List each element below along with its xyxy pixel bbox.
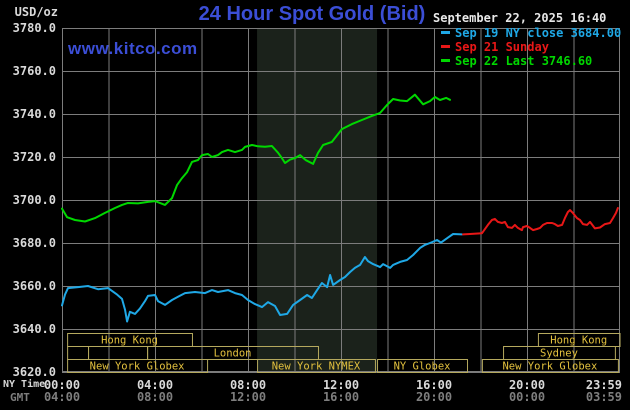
legend-dash-icon (441, 31, 450, 34)
legend-item-sep22: Sep 22 Last 3746.60 (441, 54, 621, 68)
session-label: NY Globex (394, 361, 451, 373)
x-tick-gmt: 04:00 (44, 390, 80, 404)
legend-label: Sep 22 Last 3746.60 (455, 54, 593, 68)
series-line-sep-19-ny-close (61, 233, 463, 323)
x-tick-ny-time: 20:00 (509, 378, 545, 392)
chart-title: 24 Hour Spot Gold (Bid) (198, 3, 426, 25)
session-box (377, 359, 469, 373)
x-tick-gmt: 20:00 (416, 390, 452, 404)
ny-time-axis-label: NY Time (3, 379, 46, 390)
y-tick-label: 3640.0 (13, 322, 56, 336)
x-tick-gmt: 03:59 (586, 390, 622, 404)
x-tick-ny-time: 04:00 (137, 378, 173, 392)
session-label: Hong Kong (101, 335, 158, 347)
x-tick-ny-time: 08:00 (230, 378, 266, 392)
gmt-axis-label: GMT (10, 391, 30, 404)
y-tick-label: 3740.0 (13, 107, 56, 121)
legend-label: Sep 19 NY close 3684.00 (455, 26, 622, 40)
session-box (67, 359, 209, 373)
x-tick-ny-time: 16:00 (416, 378, 452, 392)
y-tick-label: 3700.0 (13, 193, 56, 207)
y-axis-unit-label: USD/oz (14, 5, 58, 19)
y-tick-label: 3680.0 (13, 236, 56, 250)
y-tick-label: 3760.0 (13, 64, 56, 78)
session-box (257, 359, 376, 373)
chart-datetime: September 22, 2025 16:40 (433, 11, 607, 25)
y-tick-label: 3620.0 (13, 365, 56, 379)
legend-dash-icon (441, 45, 450, 48)
y-tick-label: 3660.0 (13, 279, 56, 293)
series-line-sep-22-last (61, 93, 451, 223)
session-box (67, 346, 90, 360)
session-label: New York Globex (90, 361, 185, 373)
x-tick-ny-time: 12:00 (323, 378, 359, 392)
legend-label: Sep 21 Sunday (455, 40, 549, 54)
plot-border (62, 28, 620, 372)
legend: Sep 19 NY close 3684.00 Sep 21 Sunday Se… (441, 26, 621, 68)
x-tick-gmt: 12:00 (230, 390, 266, 404)
session-label: London (214, 348, 252, 360)
session-label: Sydney (540, 348, 578, 360)
session-label: Hong Kong (550, 335, 607, 347)
series-line-sep-21-sunday (462, 207, 619, 236)
legend-item-sep19: Sep 19 NY close 3684.00 (441, 26, 621, 40)
session-label: New York Globex (502, 361, 597, 373)
x-tick-ny-time: 00:00 (44, 378, 80, 392)
x-tick-gmt: 08:00 (137, 390, 173, 404)
y-tick-label: 3780.0 (13, 21, 56, 35)
legend-dash-icon (441, 59, 450, 62)
x-tick-gmt: 00:00 (509, 390, 545, 404)
session-box (88, 346, 149, 360)
session-box (147, 346, 319, 360)
kitco-watermark-link[interactable]: www.kitco.com (68, 39, 198, 58)
x-tick-ny-time: 23:59 (586, 378, 622, 392)
session-label: New York NYMEX (272, 361, 361, 373)
legend-item-sep21: Sep 21 Sunday (441, 40, 621, 54)
x-tick-gmt: 16:00 (323, 390, 359, 404)
session-box (481, 359, 619, 373)
y-tick-label: 3720.0 (13, 150, 56, 164)
